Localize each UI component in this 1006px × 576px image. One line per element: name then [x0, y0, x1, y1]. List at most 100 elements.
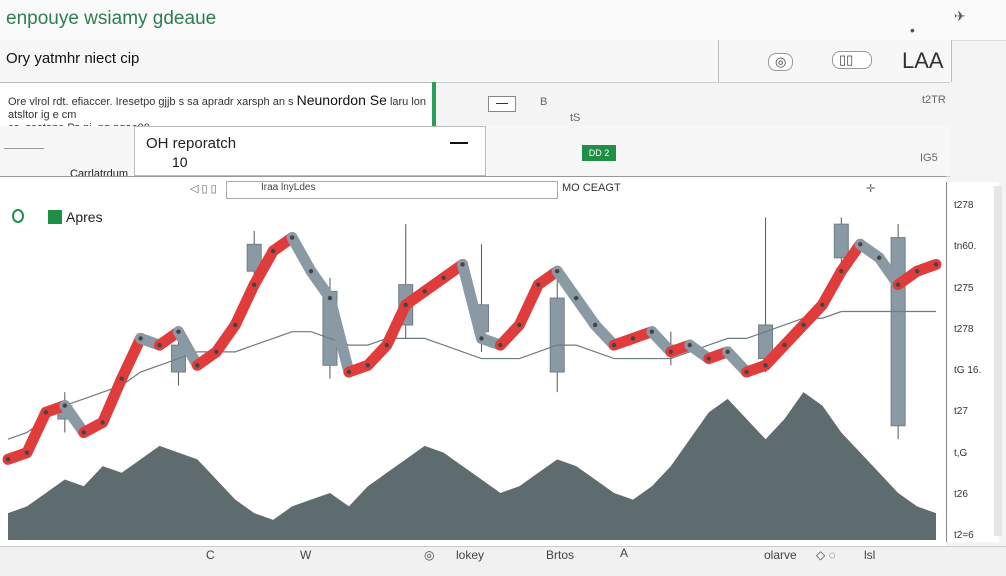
- description-accent: [432, 82, 436, 126]
- series-segment-49: [911, 258, 942, 277]
- description-name: Neunordon Se: [296, 92, 387, 108]
- report-input-label: OH reporatch: [146, 135, 237, 152]
- series-segment-28: [513, 279, 544, 331]
- series-point-22: [422, 289, 427, 294]
- minus-icon: [496, 103, 508, 104]
- status-mid-b: Brtos: [546, 548, 575, 562]
- field-code-right: IG5: [920, 152, 938, 164]
- status-circle-icon[interactable]: ◎: [424, 548, 435, 562]
- series-point-9: [176, 329, 181, 334]
- series-point-32: [611, 342, 617, 348]
- right-axis: [946, 182, 999, 542]
- series-point-33: [630, 336, 636, 341]
- series-point-6: [119, 376, 124, 381]
- series-point-23: [441, 275, 446, 281]
- scrollbar[interactable]: [994, 186, 1002, 536]
- status-bar: [0, 546, 1006, 576]
- pin-icon[interactable]: ✈: [954, 8, 966, 24]
- series-point-44: [839, 269, 844, 274]
- status-right-a: olarve: [764, 548, 797, 562]
- row-code-right: t2TR: [922, 94, 946, 106]
- candle-body-2: [246, 243, 262, 272]
- series-point-8: [157, 342, 162, 348]
- series-point-25: [479, 336, 484, 341]
- y-tick-label: t278: [954, 200, 974, 211]
- legend-label: Apres: [66, 209, 103, 225]
- series-point-11: [214, 349, 219, 355]
- legend-swatch: [48, 210, 62, 224]
- candle-body-10: [890, 237, 906, 427]
- y-tick-label: tG 16.: [954, 365, 982, 376]
- y-axis-labels: t278 tn60. t275 t278 tG 16. t27 t,G t26 t2=6: [950, 200, 1000, 541]
- series-segment-7: [116, 332, 147, 385]
- series-segment-44: [816, 265, 847, 311]
- toggle-icon: ◎: [775, 54, 787, 69]
- series-point-2: [43, 410, 49, 415]
- series-point-28: [536, 282, 541, 287]
- series-point-4: [81, 430, 86, 435]
- font-size-label[interactable]: LAA: [902, 48, 944, 73]
- dash-icon: [450, 142, 468, 144]
- tab-strip-right-label: MO CEAGT: [562, 182, 621, 194]
- expand-icon[interactable]: ✛: [866, 183, 876, 195]
- series-point-47: [895, 282, 901, 287]
- divider: [4, 148, 44, 149]
- bars-icon: ▯▯: [839, 52, 854, 67]
- price-chart[interactable]: [0, 196, 946, 546]
- series-point-26: [498, 342, 503, 348]
- series-segment-13: [229, 279, 260, 331]
- status-chip[interactable]: DD 2: [582, 145, 616, 161]
- series-point-21: [403, 302, 408, 307]
- series-point-38: [725, 349, 730, 355]
- y-tick-label: t278: [954, 323, 974, 335]
- series-point-31: [592, 322, 598, 328]
- series-point-45: [858, 242, 863, 247]
- moving-average-line: [7, 310, 936, 440]
- description-line1: Ore vlrol rdt. efiaccer. Iresetpo gjjb s…: [8, 96, 294, 108]
- series-segment-16: [286, 232, 317, 277]
- series-point-46: [876, 255, 882, 260]
- nav-icons[interactable]: ◁ ▯ ▯: [190, 183, 217, 195]
- description-panel: [0, 82, 433, 128]
- series-point-40: [763, 363, 768, 368]
- series-segment-6: [97, 373, 128, 428]
- series-point-13: [252, 282, 257, 287]
- series-point-24: [460, 262, 465, 267]
- series-point-14: [270, 248, 276, 254]
- y-tick-label: t26: [954, 488, 968, 500]
- tab-strip-label: Iraa lnyLdes: [261, 182, 316, 193]
- candle-body-6: [549, 297, 565, 373]
- series-point-27: [517, 322, 522, 328]
- status-right-b: lsl: [864, 548, 876, 562]
- series-segment-10: [172, 326, 203, 371]
- series-point-34: [649, 329, 655, 334]
- series-point-49: [933, 262, 939, 267]
- series-point-15: [289, 235, 295, 240]
- series-point-48: [914, 269, 920, 274]
- report-input[interactable]: [134, 126, 486, 176]
- y-tick-label: tn60.: [954, 241, 977, 253]
- y-tick-label: t27: [954, 406, 968, 418]
- series-point-12: [233, 322, 238, 328]
- tab-strip[interactable]: Iraa lnyLdes: [226, 181, 558, 199]
- description-line1b: laru lon atsltor ig e cm: [8, 96, 427, 121]
- toolbar-button-b[interactable]: ▯▯: [832, 51, 872, 69]
- series-point-20: [384, 342, 389, 348]
- status-tool-icons[interactable]: ◇ ◌: [816, 548, 836, 562]
- series-point-0: [5, 457, 11, 462]
- report-input-value[interactable]: 10: [172, 154, 188, 170]
- series-point-16: [308, 269, 314, 274]
- legend-circle-icon[interactable]: [12, 209, 24, 223]
- dot-icon[interactable]: •: [910, 22, 915, 38]
- side-code-2: tS: [570, 112, 581, 124]
- volume-area: [8, 392, 936, 540]
- series-point-35: [668, 349, 674, 355]
- series-segment-25: [457, 258, 487, 344]
- candle-body-9: [833, 223, 849, 259]
- toolbar-button-a[interactable]: ◎: [768, 53, 794, 71]
- series-point-36: [687, 342, 692, 348]
- minus-button[interactable]: [488, 96, 516, 112]
- series-point-18: [346, 369, 352, 375]
- status-mid-c: A: [620, 546, 629, 560]
- series-segment-14: [248, 245, 279, 291]
